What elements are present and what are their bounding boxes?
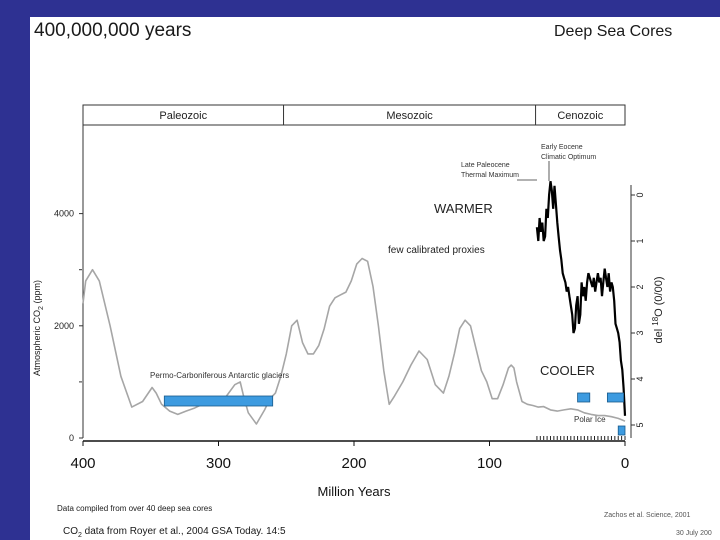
x-tick-label: 300 [206, 455, 231, 472]
glacier-bar-polar [617, 425, 626, 436]
era-label: Paleozoic [159, 110, 207, 122]
y-right-tick-label: 4 [635, 376, 645, 381]
annotation-eeco-2: Climatic Optimum [541, 154, 596, 161]
footer-source-2-sub: 2 [78, 532, 82, 539]
footer-source-1: Data compiled from over 40 deep sea core… [57, 504, 213, 513]
delta-o18-curve [535, 181, 627, 416]
footer-date: 30 July 200 [676, 530, 712, 537]
footer-source-2: CO2 data from Royer et al., 2004 GSA Tod… [63, 526, 286, 539]
annotation-warmer: WARMER [434, 201, 493, 216]
era-header-box [82, 104, 626, 126]
footer-source-2-prefix: CO [63, 526, 78, 537]
era-label: Cenozoic [557, 110, 603, 122]
slide: 400,000,000 years Deep Sea Cores Paleozo… [30, 17, 720, 540]
y-right-tick-label: 5 [635, 422, 645, 427]
annotation-cooler: COOLER [540, 363, 595, 378]
annotation-polar-ice: Polar Ice [574, 415, 606, 424]
y-right-tick-label: 2 [635, 284, 645, 289]
x-tick-label: 100 [477, 455, 502, 472]
glacier-bar-1 [577, 392, 591, 403]
glacier-label-permo-carboniferous: Permo-Carboniferous Antarctic glaciers [150, 371, 289, 380]
footer-citation: Zachos et al. Science, 2001 [604, 512, 691, 519]
annotation-eeco-1: Early Eocene [541, 144, 583, 151]
x-tick-label: 400 [70, 455, 95, 472]
y-left-axis-label: Atmospheric CO2 (ppm) [32, 280, 45, 376]
slide-title: 400,000,000 years [34, 20, 192, 41]
annotation-proxies: few calibrated proxies [388, 245, 485, 256]
y-right-tick-label: 0 [635, 192, 645, 197]
y-left-tick-label: 4000 [54, 209, 74, 219]
slide-subtitle: Deep Sea Cores [554, 23, 673, 40]
glacier-bar-permo-carboniferous [163, 395, 274, 407]
y-left-tick-label: 0 [69, 433, 74, 443]
annotation-petm-1: Late Paleocene [461, 162, 510, 169]
y-right-tick-label: 1 [635, 238, 645, 243]
era-label: Mesozoic [386, 110, 433, 122]
glacier-bar-2 [606, 392, 625, 403]
y-left-tick-label: 2000 [54, 321, 74, 331]
x-tick-label: 200 [341, 455, 366, 472]
y-right-axis-label: del 18O (0/00) [651, 276, 665, 343]
footer-source-2-rest: data from Royer et al., 2004 GSA Today. … [81, 526, 286, 537]
annotation-petm-2: Thermal Maximum [461, 172, 519, 179]
x-tick-label: 0 [621, 455, 629, 472]
x-axis-label: Million Years [318, 484, 391, 499]
y-right-tick-label: 3 [635, 330, 645, 335]
